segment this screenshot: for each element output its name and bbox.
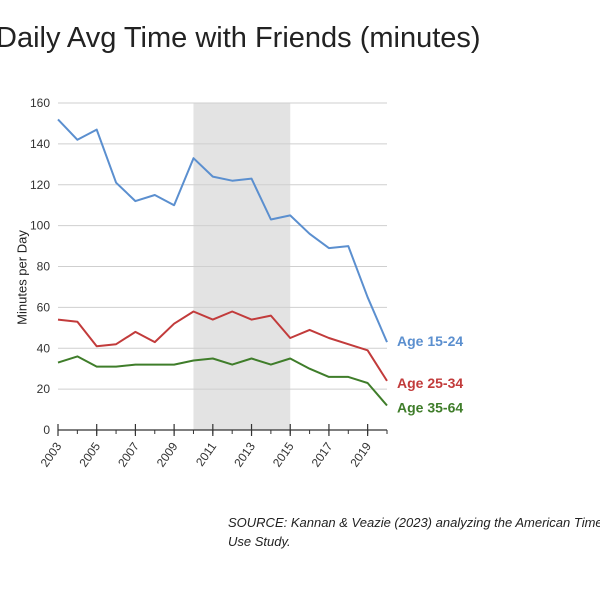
- y-tick-label: 140: [30, 137, 50, 151]
- x-tick-label: 2017: [309, 439, 336, 469]
- x-tick-label: 2009: [154, 439, 181, 469]
- y-tick-label: 0: [43, 423, 50, 437]
- x-tick-label: 2019: [347, 439, 374, 469]
- series-label: Age 25-34: [397, 375, 463, 391]
- y-tick-label: 100: [30, 219, 50, 233]
- x-tick-label: 2005: [76, 439, 103, 469]
- y-tick-label: 60: [37, 300, 51, 314]
- y-tick-label: 120: [30, 178, 50, 192]
- y-tick-label: 80: [37, 260, 51, 274]
- x-tick-label: 2013: [231, 439, 258, 469]
- chart-title: Daily Avg Time with Friends (minutes): [0, 22, 481, 54]
- x-tick-label: 2015: [270, 439, 297, 469]
- series-line-age-25-34: [57, 310, 388, 382]
- series-line-age-35-64: [57, 355, 388, 407]
- x-tick-label: 2007: [115, 439, 142, 469]
- series-label: Age 35-64: [397, 399, 463, 415]
- x-tick-label: 2011: [193, 439, 219, 468]
- source-note: SOURCE: Kannan & Veazie (2023) analyzing…: [228, 515, 600, 549]
- y-tick-label: 40: [37, 341, 51, 355]
- x-tick-label: 2003: [38, 439, 65, 469]
- series-label: Age 15-24: [397, 333, 463, 349]
- series-line-age-15-24: [57, 118, 388, 343]
- y-tick-label: 160: [30, 96, 50, 110]
- y-tick-label: 20: [37, 382, 51, 396]
